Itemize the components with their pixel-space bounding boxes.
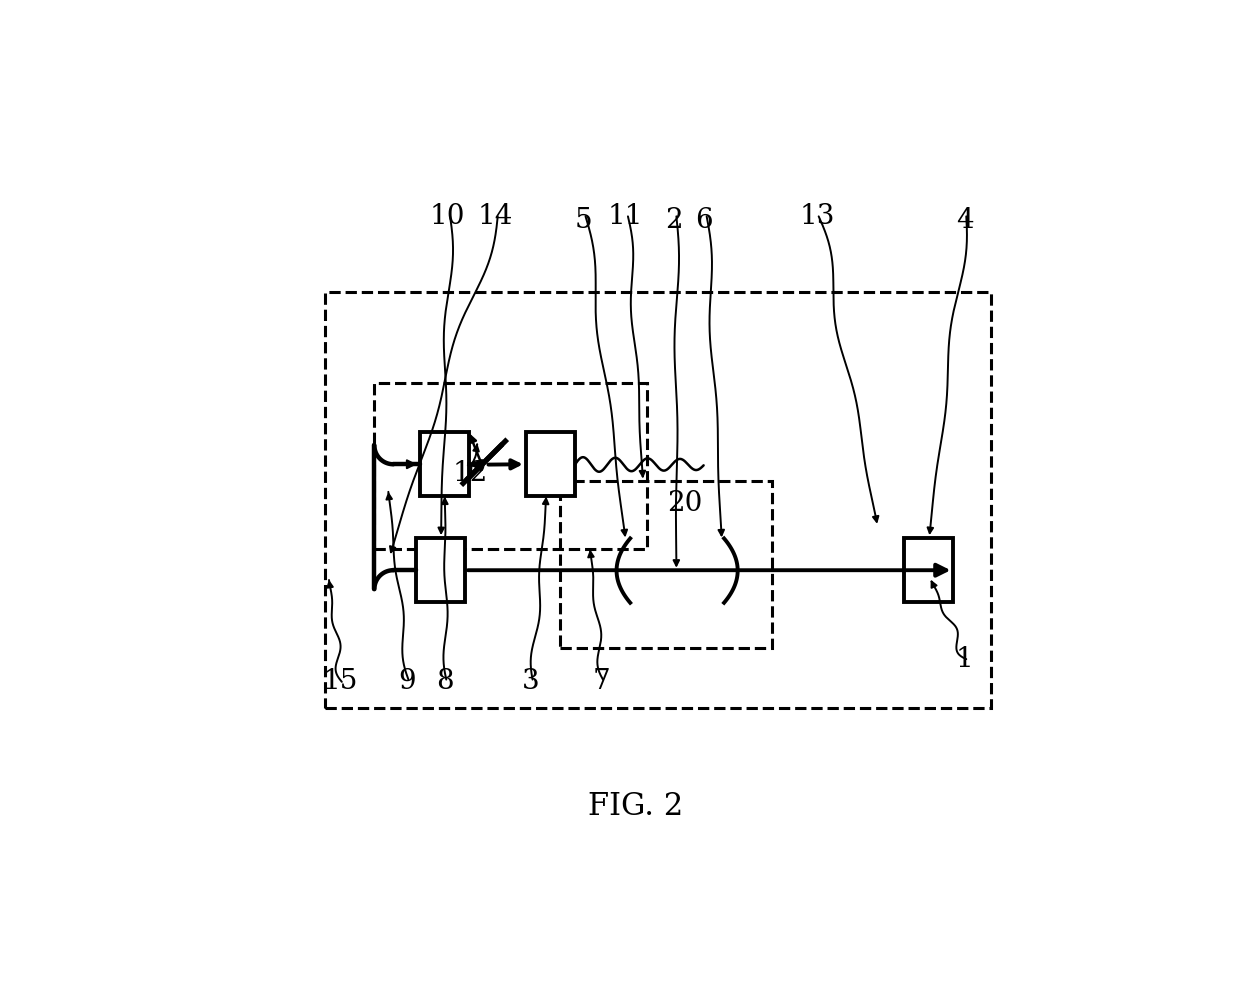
Text: 11: 11 [608, 202, 644, 230]
Text: 20: 20 [667, 491, 702, 517]
Bar [415, 538, 465, 603]
Bar [420, 433, 469, 496]
Bar [374, 383, 647, 549]
Bar [559, 482, 771, 648]
Text: FIG. 2: FIG. 2 [588, 791, 683, 822]
Text: 9: 9 [398, 668, 415, 695]
Text: 1: 1 [956, 646, 973, 672]
Text: 3: 3 [522, 668, 539, 695]
Text: 15: 15 [322, 668, 358, 695]
Text: 12: 12 [453, 460, 489, 488]
Text: 5: 5 [574, 206, 591, 234]
Text: 14: 14 [477, 202, 513, 230]
Text: 6: 6 [696, 206, 713, 234]
Text: 13: 13 [800, 202, 835, 230]
Text: 2: 2 [666, 206, 683, 234]
Bar [526, 433, 575, 496]
Text: 10: 10 [430, 202, 465, 230]
Text: 7: 7 [593, 668, 610, 695]
Text: 4: 4 [956, 206, 973, 234]
Bar [325, 292, 991, 709]
Text: 8: 8 [436, 668, 454, 695]
Bar [904, 538, 954, 603]
